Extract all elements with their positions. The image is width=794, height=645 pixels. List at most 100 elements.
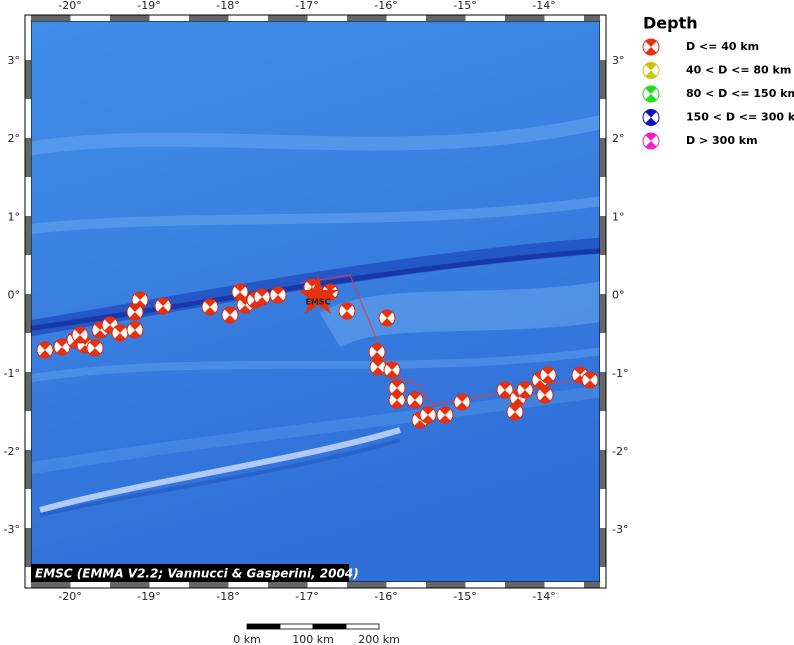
frame-segment bbox=[25, 216, 31, 255]
frame-segment bbox=[584, 15, 600, 21]
event-beachball bbox=[539, 366, 557, 384]
legend-label: 40 < D <= 80 km bbox=[686, 64, 791, 77]
frame-segment bbox=[25, 372, 31, 411]
lat-label: -2° bbox=[4, 445, 20, 458]
lat-label: -3° bbox=[4, 523, 20, 536]
legend-icon bbox=[645, 39, 657, 55]
lat-label: 2° bbox=[8, 132, 21, 145]
frame-segment bbox=[600, 294, 606, 333]
legend-title: Depth bbox=[643, 14, 698, 33]
frame-segment bbox=[25, 255, 31, 294]
event-beachball bbox=[269, 286, 287, 304]
lat-label: -1° bbox=[612, 367, 628, 380]
frame-segment bbox=[31, 582, 71, 588]
event-beachball bbox=[338, 302, 356, 320]
frame-segment bbox=[600, 255, 606, 294]
frame-segment bbox=[600, 21, 606, 60]
epicenter: EMSC bbox=[298, 276, 338, 314]
lon-label: -20° bbox=[58, 0, 81, 12]
map-area bbox=[31, 21, 600, 582]
event-beachball bbox=[536, 386, 554, 404]
event-beachball bbox=[378, 309, 396, 327]
lat-label: 2° bbox=[612, 132, 625, 145]
frame-segment bbox=[544, 15, 584, 21]
legend-label: 80 < D <= 150 km bbox=[686, 87, 794, 100]
event-beachball bbox=[71, 326, 89, 344]
frame-outline bbox=[24, 14, 607, 589]
event-beachball bbox=[126, 321, 144, 339]
frame-segment bbox=[25, 528, 31, 567]
frame-segment bbox=[386, 582, 426, 588]
frame-segment bbox=[25, 60, 31, 99]
credit: EMSC (EMMA V2.2; Vannucci & Gasperini, 2… bbox=[35, 567, 359, 581]
frame-segment bbox=[25, 450, 31, 489]
scale-label: 100 km bbox=[292, 633, 334, 645]
scale-segment bbox=[345, 623, 380, 630]
frame-segment bbox=[25, 333, 31, 372]
frame-segment bbox=[25, 99, 31, 138]
frame-segment bbox=[600, 489, 606, 528]
frame-segment bbox=[386, 15, 426, 21]
frame-segment bbox=[505, 582, 545, 588]
lat-label: -3° bbox=[612, 523, 628, 536]
frame-segment bbox=[584, 582, 600, 588]
legend-label: D <= 40 km bbox=[686, 40, 759, 53]
legend-icon bbox=[645, 86, 657, 102]
frame-segment bbox=[25, 411, 31, 450]
frame-segment bbox=[268, 582, 308, 588]
lon-label: -15° bbox=[453, 590, 476, 603]
lat-label: -1° bbox=[4, 367, 20, 380]
lon-label: -15° bbox=[453, 0, 476, 12]
frame-segment bbox=[600, 372, 606, 411]
frame-segment bbox=[505, 15, 545, 21]
frame-segment bbox=[25, 138, 31, 177]
frame-segment bbox=[25, 489, 31, 528]
frame-segment bbox=[465, 582, 505, 588]
frame-segment bbox=[600, 411, 606, 450]
event-beachball bbox=[154, 297, 172, 315]
scale-segment bbox=[312, 623, 347, 630]
frame-segment bbox=[600, 60, 606, 99]
event-beachball bbox=[436, 406, 454, 424]
scale-label: 0 km bbox=[233, 633, 261, 645]
frame-segment bbox=[149, 582, 189, 588]
event-beachball bbox=[369, 358, 387, 376]
event-beachball bbox=[111, 324, 129, 342]
frame-segment bbox=[600, 450, 606, 489]
scale-label: 200 km bbox=[358, 633, 400, 645]
scale-bar: 0 km 100 km 200 km bbox=[233, 623, 400, 645]
frame-segment bbox=[70, 15, 110, 21]
event-beachball bbox=[581, 371, 599, 389]
event-beachball bbox=[388, 391, 406, 409]
frame-segment bbox=[600, 138, 606, 177]
epicenter-label: EMSC bbox=[305, 298, 330, 307]
legend: D <= 40 km 40 < D <= 80 km 80 < D <= 150 k… bbox=[642, 38, 794, 150]
frame-segment bbox=[426, 582, 466, 588]
lon-label: -19° bbox=[137, 590, 160, 603]
frame-segment bbox=[228, 582, 268, 588]
event-beachball bbox=[36, 341, 54, 359]
legend-label: D > 300 km bbox=[686, 134, 758, 147]
lon-label: -18° bbox=[216, 0, 239, 12]
legend-icon bbox=[645, 62, 657, 79]
lon-label: -16° bbox=[374, 590, 397, 603]
frame-segment bbox=[31, 15, 71, 21]
event-beachball bbox=[383, 361, 401, 379]
frame-segment bbox=[307, 582, 347, 588]
frame-segment bbox=[600, 99, 606, 138]
lon-label: -14° bbox=[532, 590, 555, 603]
event-beachball bbox=[516, 381, 534, 399]
lon-label: -18° bbox=[216, 590, 239, 603]
frame-segment bbox=[600, 567, 606, 582]
frame-segment bbox=[228, 15, 268, 21]
event-beachball bbox=[86, 339, 104, 357]
lat-label: 3° bbox=[612, 54, 625, 67]
frame-segment bbox=[25, 177, 31, 216]
frame-segment bbox=[110, 15, 150, 21]
lon-label: -16° bbox=[374, 0, 397, 12]
frame-segment bbox=[347, 582, 387, 588]
frame-segment bbox=[347, 15, 387, 21]
frame-segment bbox=[25, 567, 31, 582]
event-beachball bbox=[221, 306, 239, 324]
lon-label: -19° bbox=[137, 0, 160, 12]
